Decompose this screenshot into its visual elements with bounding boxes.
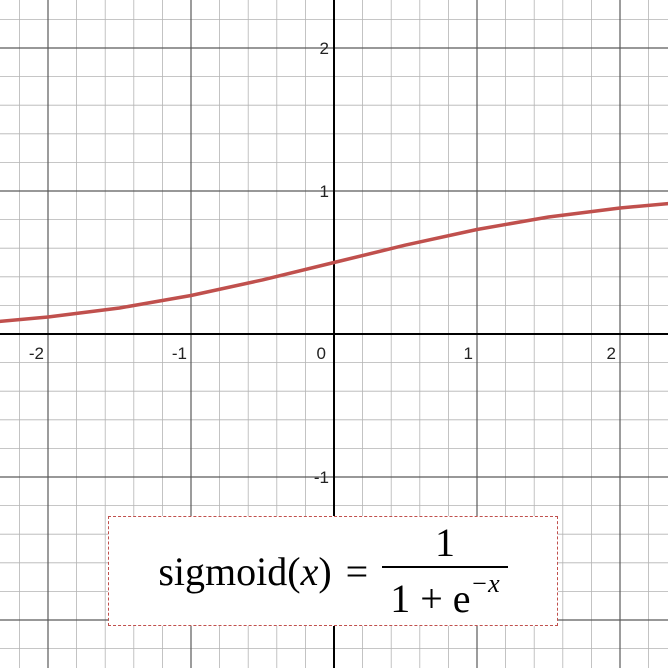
formula-open-paren: ( bbox=[287, 548, 301, 594]
formula-box: sigmoid(x) = 1 1 + e−x bbox=[108, 516, 558, 626]
formula-function-name: sigmoid bbox=[158, 548, 288, 594]
tick-labels: -2 -1 0 1 2 2 1 -1 bbox=[29, 39, 616, 487]
y-tick-label: 1 bbox=[320, 182, 329, 201]
formula-denominator: 1 + e−x bbox=[382, 568, 507, 623]
formula-variable: x bbox=[300, 548, 319, 594]
x-tick-label: 0 bbox=[317, 344, 326, 363]
formula-denominator-base: 1 + e bbox=[390, 575, 471, 621]
x-tick-label: 1 bbox=[464, 344, 473, 363]
x-tick-label: 2 bbox=[607, 344, 616, 363]
fraction-bar bbox=[382, 565, 508, 568]
y-tick-label: 2 bbox=[320, 39, 329, 58]
formula-close-paren: ) bbox=[318, 548, 332, 594]
x-tick-label: -1 bbox=[172, 344, 187, 363]
formula-fraction: 1 1 + e−x bbox=[382, 519, 508, 623]
x-tick-label: -2 bbox=[29, 344, 44, 363]
curve-layer bbox=[0, 201, 668, 324]
formula-equals: = bbox=[345, 548, 369, 594]
formula-exponent: −x bbox=[470, 568, 500, 598]
y-tick-label: -1 bbox=[314, 468, 329, 487]
formula-numerator: 1 bbox=[434, 519, 455, 565]
formula-lhs: sigmoid(x) bbox=[158, 548, 331, 595]
sigmoid-curve bbox=[0, 201, 668, 324]
